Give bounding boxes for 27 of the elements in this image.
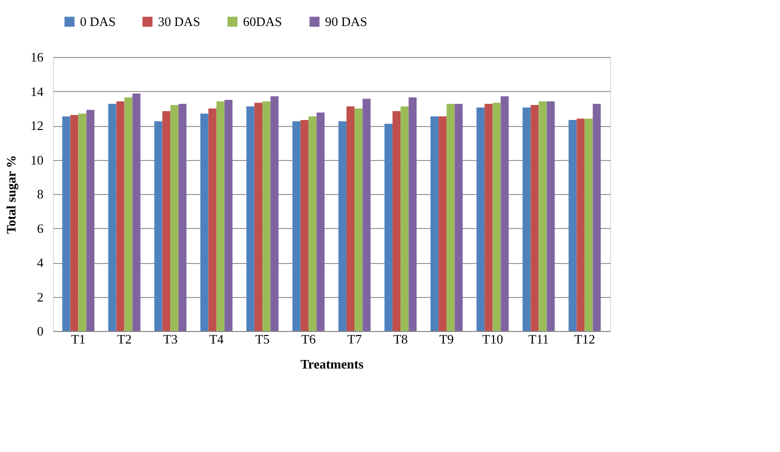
x-tick-label: T11 [528, 332, 549, 346]
y-tick-label: 4 [37, 255, 44, 270]
x-tick-label: T12 [574, 332, 596, 346]
y-axis-title: Total sugar % [4, 155, 18, 234]
legend-label: 30 DAS [158, 14, 200, 29]
y-tick-label: 16 [30, 50, 44, 64]
y-tick-label: 6 [37, 220, 44, 236]
x-tick-label: T10 [482, 332, 504, 346]
y-tick-label: 14 [30, 84, 44, 99]
x-tick-label: T3 [163, 332, 178, 346]
x-tick-label: T8 [393, 332, 408, 346]
x-axis-title: Treatments [300, 356, 364, 372]
x-tick-label: T4 [209, 332, 224, 346]
x-tick-label: T2 [117, 332, 132, 346]
legend-label: 0 DAS [80, 14, 116, 29]
y-tick-label: 8 [37, 186, 44, 202]
legend-label: 90 DAS [325, 14, 368, 29]
legend-label: 60DAS [243, 14, 282, 29]
y-tick-label: 10 [30, 152, 44, 168]
y-tick-label: 12 [30, 118, 44, 133]
x-tick-label: T5 [255, 332, 270, 346]
x-tick-label: T6 [301, 332, 316, 346]
x-tick-label: T1 [71, 332, 86, 346]
y-tick-label: 0 [37, 324, 44, 338]
x-tick-label: T7 [347, 332, 362, 346]
x-tick-label: T9 [439, 332, 454, 346]
y-tick-label: 2 [37, 289, 44, 304]
